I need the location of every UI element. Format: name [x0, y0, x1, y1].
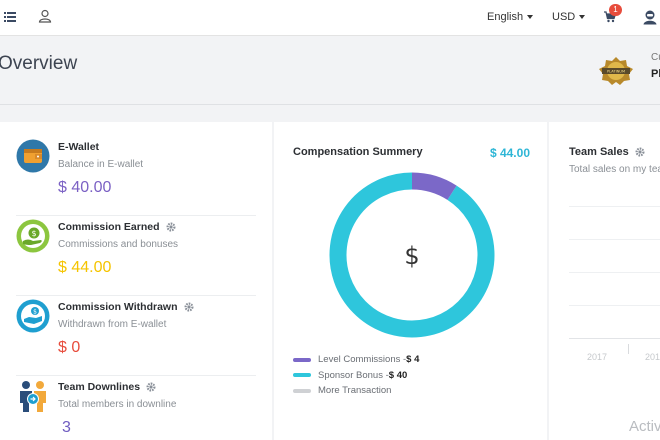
summary-panel: E-Wallet Balance in E-wallet $ 40.00 $ C…	[0, 122, 272, 440]
x-axis-line	[569, 338, 660, 339]
legend-item-level-commissions[interactable]: Level Commissions - $ 4	[293, 352, 419, 368]
compensation-total: $ 44.00	[489, 146, 530, 160]
gear-icon[interactable]	[166, 222, 176, 232]
rank-badge-icon: PLATINUM	[599, 57, 633, 85]
commission-earned-subtitle: Commissions and bonuses	[58, 239, 179, 250]
account-icon[interactable]	[642, 9, 658, 25]
team-sales-subtitle: Total sales on my tea	[569, 164, 660, 175]
grid-line	[569, 206, 660, 207]
badge-text: PLATINUM	[607, 70, 625, 74]
ewallet-title: E-Wallet	[58, 141, 100, 153]
team-downlines-value: 3	[62, 419, 71, 436]
wallet-icon	[16, 139, 50, 173]
legend-item-more-transaction[interactable]: More Transaction	[293, 383, 419, 399]
commission-withdrawn-title: Commission Withdrawn	[58, 301, 194, 313]
x-tick-label: 2017	[587, 352, 608, 362]
rank-label: Cu	[651, 52, 660, 63]
commission-earned-card[interactable]: $ Commission Earned Commissions and bonu…	[16, 219, 256, 299]
legend-swatch	[293, 357, 311, 362]
commission-withdrawn-value: $ 0	[58, 339, 81, 356]
activation-watermark: Activ	[629, 418, 660, 435]
svg-text:$: $	[33, 309, 37, 316]
team-icon	[20, 381, 46, 412]
menu-list-icon[interactable]	[4, 11, 16, 23]
money-hand-icon: $	[16, 219, 50, 253]
team-downlines-card[interactable]: Team Downlines Total members in downline…	[16, 379, 256, 440]
donut-slice-level-commissions[interactable]	[411, 172, 457, 201]
ewallet-card[interactable]: E-Wallet Balance in E-wallet $ 40.00	[16, 139, 256, 219]
grid-line	[569, 272, 660, 273]
legend-label: More Transaction	[318, 385, 392, 397]
compensation-title: Compensation Summery	[293, 146, 423, 158]
user-profile-icon[interactable]	[38, 9, 52, 23]
legend-amount: $ 4	[406, 354, 420, 366]
legend-label: Level Commissions -	[318, 354, 407, 366]
team-sales-title: Team Sales	[569, 146, 645, 158]
gear-icon[interactable]	[183, 302, 194, 312]
legend-swatch	[293, 388, 311, 393]
chevron-down-icon	[579, 15, 586, 19]
top-navbar: English USD 1	[0, 0, 660, 36]
cart-count-badge: 1	[609, 4, 622, 16]
chevron-down-icon	[527, 15, 534, 19]
commission-earned-title: Commission Earned	[58, 221, 176, 233]
donut-center-symbol: $	[404, 242, 419, 270]
divider	[16, 215, 256, 216]
svg-text:$: $	[31, 229, 36, 238]
divider	[16, 295, 256, 296]
legend-label: Sponsor Bonus -	[318, 369, 389, 381]
rank-value: Pl	[651, 68, 660, 80]
legend-swatch	[293, 373, 311, 378]
compensation-legend: Level Commissions - $ 4 Sponsor Bonus - …	[293, 352, 419, 399]
team-downlines-subtitle: Total members in downline	[58, 399, 177, 410]
commission-withdrawn-subtitle: Withdrawn from E-wallet	[58, 319, 167, 330]
ewallet-subtitle: Balance in E-wallet	[58, 159, 144, 170]
dashboard-content: E-Wallet Balance in E-wallet $ 40.00 $ C…	[0, 106, 660, 440]
ewallet-value: $ 40.00	[58, 179, 112, 196]
compensation-panel: Compensation Summery $ 44.00 $ Level Com…	[274, 122, 547, 440]
x-tick-mark	[628, 344, 629, 354]
gear-icon[interactable]	[146, 382, 156, 392]
withdraw-icon: $	[16, 299, 50, 333]
commission-withdrawn-card[interactable]: $ Commission Withdrawn Withdrawn from E-…	[16, 299, 256, 379]
compensation-donut-chart[interactable]: $	[329, 172, 495, 338]
gear-icon[interactable]	[635, 147, 645, 157]
divider	[16, 375, 256, 376]
page-title: Overview	[0, 53, 78, 74]
team-downlines-title: Team Downlines	[58, 381, 156, 393]
currency-dropdown[interactable]: USD	[552, 11, 586, 23]
commission-earned-value: $ 44.00	[58, 259, 112, 276]
grid-line	[569, 305, 660, 306]
legend-item-sponsor-bonus[interactable]: Sponsor Bonus - $ 40	[293, 368, 419, 384]
donut-slice-sponsor-bonus[interactable]	[329, 172, 495, 338]
x-tick-label: 201	[645, 352, 660, 362]
grid-line	[569, 239, 660, 240]
currency-label: USD	[552, 11, 576, 23]
page-header: Overview PLATINUM Cu Pl	[0, 37, 660, 105]
legend-amount: $ 40	[388, 369, 408, 381]
language-label: English	[487, 11, 524, 23]
language-dropdown[interactable]: English	[487, 11, 534, 23]
team-sales-panel: Team Sales Total sales on my tea 2017 20…	[549, 122, 660, 440]
